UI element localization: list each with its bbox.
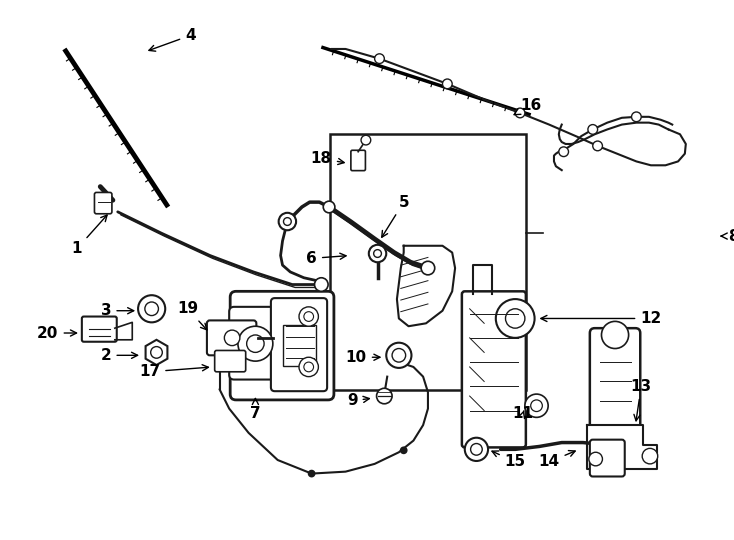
Circle shape: [465, 438, 488, 461]
Circle shape: [238, 326, 273, 361]
Circle shape: [377, 388, 392, 404]
Circle shape: [145, 302, 159, 315]
Polygon shape: [397, 246, 455, 326]
Circle shape: [631, 112, 642, 122]
Text: 15: 15: [492, 451, 526, 469]
Circle shape: [470, 443, 482, 455]
Circle shape: [593, 141, 603, 151]
FancyBboxPatch shape: [351, 150, 366, 171]
Polygon shape: [145, 340, 167, 365]
FancyBboxPatch shape: [95, 192, 112, 214]
FancyBboxPatch shape: [590, 440, 625, 476]
Circle shape: [443, 79, 452, 89]
Circle shape: [299, 307, 319, 326]
Circle shape: [386, 343, 412, 368]
Text: 14: 14: [539, 450, 575, 469]
FancyBboxPatch shape: [207, 320, 256, 355]
Circle shape: [589, 453, 603, 466]
Circle shape: [299, 357, 319, 376]
Circle shape: [225, 330, 240, 346]
Circle shape: [279, 213, 296, 230]
Circle shape: [421, 261, 435, 275]
FancyBboxPatch shape: [214, 350, 246, 372]
FancyBboxPatch shape: [462, 291, 526, 448]
Circle shape: [308, 470, 316, 477]
Text: 17: 17: [139, 364, 208, 379]
Text: 7: 7: [250, 399, 261, 421]
Text: 20: 20: [37, 326, 76, 341]
Circle shape: [315, 278, 328, 291]
Text: 10: 10: [346, 350, 380, 364]
Circle shape: [642, 448, 658, 464]
Circle shape: [392, 348, 406, 362]
Circle shape: [368, 245, 386, 262]
Circle shape: [374, 249, 382, 258]
Text: 18: 18: [310, 151, 344, 166]
Text: 12: 12: [541, 311, 661, 326]
Text: 9: 9: [347, 393, 369, 408]
Circle shape: [374, 54, 385, 64]
Text: 1: 1: [72, 215, 107, 256]
Circle shape: [588, 125, 597, 134]
Circle shape: [247, 335, 264, 353]
Circle shape: [506, 309, 525, 328]
Bar: [330, 134, 526, 390]
FancyBboxPatch shape: [229, 307, 283, 380]
Circle shape: [601, 321, 628, 348]
Text: 3: 3: [101, 303, 134, 318]
Circle shape: [304, 362, 313, 372]
Circle shape: [150, 347, 162, 358]
Circle shape: [495, 299, 534, 338]
Circle shape: [283, 218, 291, 225]
Text: 13: 13: [631, 379, 652, 421]
Text: 8: 8: [722, 228, 734, 244]
Circle shape: [525, 394, 548, 417]
Circle shape: [559, 147, 569, 157]
Circle shape: [531, 400, 542, 411]
Circle shape: [304, 312, 313, 321]
Text: 2: 2: [101, 348, 138, 363]
FancyBboxPatch shape: [590, 328, 640, 430]
Text: 4: 4: [149, 28, 196, 51]
Text: 6: 6: [306, 251, 346, 266]
Text: 16: 16: [514, 98, 542, 114]
Polygon shape: [587, 425, 657, 469]
Text: 5: 5: [382, 194, 409, 237]
Circle shape: [323, 201, 335, 213]
Circle shape: [400, 447, 407, 454]
FancyBboxPatch shape: [82, 316, 117, 342]
FancyBboxPatch shape: [283, 325, 316, 366]
FancyBboxPatch shape: [230, 291, 334, 400]
Circle shape: [515, 108, 525, 118]
Circle shape: [361, 135, 371, 145]
Text: 19: 19: [177, 301, 207, 330]
FancyBboxPatch shape: [271, 298, 327, 391]
Text: 11: 11: [512, 406, 534, 421]
Circle shape: [138, 295, 165, 322]
